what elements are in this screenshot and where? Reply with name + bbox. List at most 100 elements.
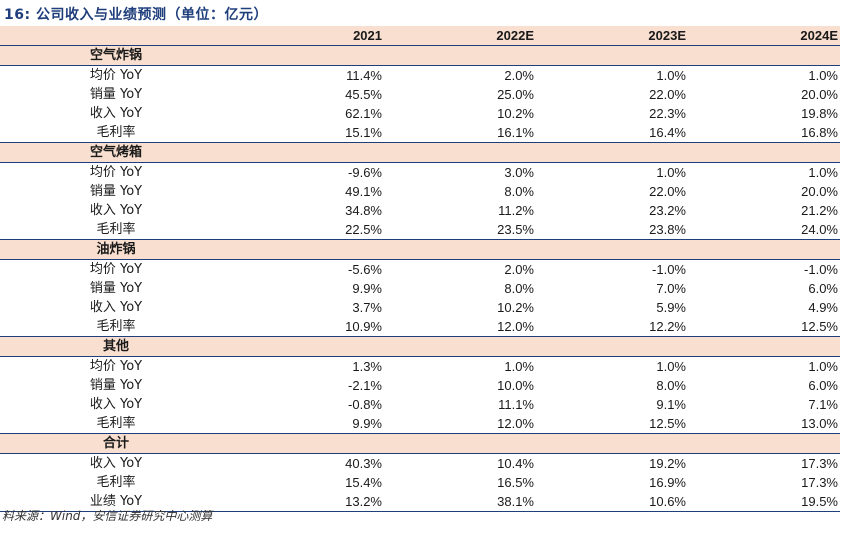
value-cell: 1.0%	[808, 359, 838, 374]
section-empty-cell	[688, 45, 840, 66]
value-cell: 1.0%	[808, 68, 838, 83]
section-empty-cell	[384, 45, 536, 66]
value-cell: 1.0%	[656, 359, 686, 374]
value-cell: 12.2%	[649, 319, 686, 334]
value-cell: 22.0%	[649, 87, 686, 102]
section-label: 其他	[0, 336, 232, 357]
row-label: 毛利率	[96, 222, 136, 237]
value-cell: 16.5%	[497, 475, 534, 490]
value-cell: 8.0%	[656, 378, 686, 393]
table-row: 均价 YoY 11.4% 2.0% 1.0% 1.0%	[0, 66, 840, 86]
row-label: 销量 YoY	[89, 281, 143, 296]
table-row: 收入 YoY 62.1% 10.2% 22.3% 19.8%	[0, 104, 840, 123]
value-cell: 16.8%	[801, 125, 838, 140]
value-cell: 4.9%	[808, 300, 838, 315]
row-label: 业绩 YoY	[0, 492, 232, 512]
table-row: 均价 YoY 1.3% 1.0% 1.0% 1.0%	[0, 357, 840, 377]
section-empty-cell	[232, 142, 384, 163]
table-row: 均价 YoY -5.6% 2.0% -1.0% -1.0%	[0, 260, 840, 280]
row-label: 毛利率	[96, 125, 136, 140]
table-row: 收入 YoY 34.8% 11.2% 23.2% 21.2%	[0, 201, 840, 220]
section-empty-cell	[536, 433, 688, 454]
value-cell: 13.0%	[801, 416, 838, 431]
section-row: 空气炸锅	[0, 45, 840, 66]
value-cell: 34.8%	[345, 203, 382, 218]
table-title: 16: 公司收入与业绩预测（单位：亿元）	[4, 4, 268, 24]
value-cell: 49.1%	[345, 184, 382, 199]
value-cell: 5.9%	[656, 300, 686, 315]
value-cell: 22.0%	[649, 184, 686, 199]
table-row: 毛利率 15.1% 16.1% 16.4% 16.8%	[0, 123, 840, 143]
value-cell: 7.0%	[656, 281, 686, 296]
value-cell: -9.6%	[348, 165, 382, 180]
table-row: 销量 YoY 49.1% 8.0% 22.0% 20.0%	[0, 182, 840, 201]
header-blank	[0, 26, 232, 46]
table-row: 毛利率 15.4% 16.5% 16.9% 17.3%	[0, 473, 840, 492]
value-cell: 13.2%	[232, 492, 384, 512]
value-cell: 3.0%	[504, 165, 534, 180]
table-row: 毛利率 10.9% 12.0% 12.2% 12.5%	[0, 317, 840, 337]
table-row: 收入 YoY 40.3% 10.4% 19.2% 17.3%	[0, 454, 840, 474]
value-cell: 1.0%	[504, 359, 534, 374]
value-cell: 19.5%	[688, 492, 840, 512]
value-cell: 9.9%	[352, 416, 382, 431]
section-empty-cell	[232, 45, 384, 66]
section-empty-cell	[688, 336, 840, 357]
table-row: 销量 YoY 45.5% 25.0% 22.0% 20.0%	[0, 85, 840, 104]
table-row: 收入 YoY 3.7% 10.2% 5.9% 4.9%	[0, 298, 840, 317]
value-cell: 23.8%	[649, 222, 686, 237]
value-cell: 21.2%	[801, 203, 838, 218]
row-label: 毛利率	[96, 475, 136, 490]
header-row: 2021 2022E 2023E 2024E	[0, 26, 840, 46]
value-cell: 16.9%	[649, 475, 686, 490]
value-cell: -0.8%	[348, 397, 382, 412]
table-row: 销量 YoY 9.9% 8.0% 7.0% 6.0%	[0, 279, 840, 298]
value-cell: 12.5%	[649, 416, 686, 431]
source-note: 料来源：Wind，安信证券研究中心测算	[2, 509, 213, 523]
value-cell: 10.9%	[345, 319, 382, 334]
value-cell: 22.3%	[649, 106, 686, 121]
value-cell: 16.4%	[649, 125, 686, 140]
value-cell: 19.2%	[649, 456, 686, 471]
section-row: 合计	[0, 433, 840, 454]
section-empty-cell	[232, 239, 384, 260]
header-2024e: 2024E	[688, 26, 840, 46]
row-label: 均价 YoY	[89, 165, 143, 180]
value-cell: 12.5%	[801, 319, 838, 334]
section-empty-cell	[536, 45, 688, 66]
value-cell: 1.3%	[352, 359, 382, 374]
value-cell: 16.1%	[497, 125, 534, 140]
value-cell: 3.7%	[352, 300, 382, 315]
value-cell: 10.2%	[497, 106, 534, 121]
value-cell: 12.0%	[497, 319, 534, 334]
table-header: 2021 2022E 2023E 2024E	[0, 26, 840, 46]
value-cell: 38.1%	[384, 492, 536, 512]
value-cell: 45.5%	[345, 87, 382, 102]
row-label: 收入 YoY	[89, 203, 143, 218]
value-cell: 10.6%	[536, 492, 688, 512]
row-label: 收入 YoY	[89, 300, 143, 315]
value-cell: 19.8%	[801, 106, 838, 121]
row-label: 收入 YoY	[89, 456, 143, 471]
value-cell: 25.0%	[497, 87, 534, 102]
table-row: 销量 YoY -2.1% 10.0% 8.0% 6.0%	[0, 376, 840, 395]
value-cell: 6.0%	[808, 281, 838, 296]
value-cell: 1.0%	[656, 68, 686, 83]
section-empty-cell	[384, 142, 536, 163]
value-cell: 7.1%	[808, 397, 838, 412]
table-row: 业绩 YoY 13.2% 38.1% 10.6% 19.5%	[0, 492, 840, 512]
value-cell: 9.1%	[656, 397, 686, 412]
row-label: 毛利率	[96, 319, 136, 334]
value-cell: 8.0%	[504, 281, 534, 296]
row-label: 均价 YoY	[89, 68, 143, 83]
section-empty-cell	[688, 433, 840, 454]
section-empty-cell	[384, 336, 536, 357]
forecast-table: 2021 2022E 2023E 2024E 空气炸锅 均价 YoY 11.4% 2.…	[0, 26, 840, 512]
row-label: 销量 YoY	[89, 184, 143, 199]
row-label: 均价 YoY	[89, 262, 143, 277]
value-cell: -1.0%	[652, 262, 686, 277]
table-body: 空气炸锅 均价 YoY 11.4% 2.0% 1.0% 1.0% 销量 YoY 45.5% 25…	[0, 45, 840, 512]
value-cell: 1.0%	[808, 165, 838, 180]
header-2023e: 2023E	[536, 26, 688, 46]
value-cell: 6.0%	[808, 378, 838, 393]
